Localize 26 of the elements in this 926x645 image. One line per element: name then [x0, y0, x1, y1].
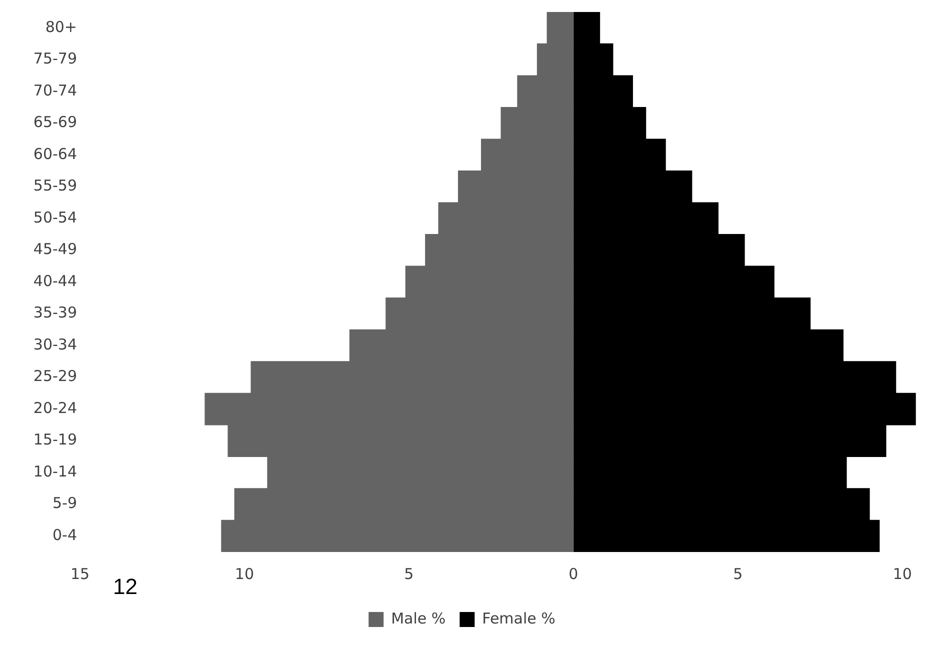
x-tick-label: 5: [733, 564, 743, 583]
legend-label: Male %: [391, 609, 446, 628]
y-tick-label: 25-29: [33, 367, 77, 386]
y-tick-label: 5-9: [52, 494, 77, 512]
text: 12: [113, 574, 138, 600]
x-tick-label: 10: [892, 564, 912, 583]
y-tick-label: 50-54: [33, 208, 77, 226]
y-tick-label: 75-79: [33, 50, 77, 68]
x-tick-label: 10: [234, 564, 254, 583]
y-tick-label: 45-49: [33, 240, 77, 258]
y-tick-label: 15-19: [33, 430, 77, 449]
y-tick-label: 10-14: [33, 462, 77, 480]
y-tick-label: 60-64: [33, 144, 77, 163]
y-tick-label: 70-74: [33, 81, 77, 100]
x-tick-label: 0: [568, 564, 578, 583]
y-tick-label: 65-69: [33, 113, 77, 132]
x-tick-label: 5: [404, 564, 414, 583]
legend-label: Female %: [482, 609, 556, 628]
y-tick-label: 55-59: [33, 176, 77, 195]
y-tick-label: 0-4: [52, 526, 77, 544]
y-tick-label: 40-44: [33, 272, 77, 290]
y-tick-label: 30-34: [33, 335, 77, 354]
y-tick-label: 20-24: [33, 398, 77, 417]
y-tick-label: 35-39: [33, 304, 77, 322]
y-tick-label: 80+: [45, 18, 77, 36]
x-tick-label: 15: [70, 564, 90, 583]
